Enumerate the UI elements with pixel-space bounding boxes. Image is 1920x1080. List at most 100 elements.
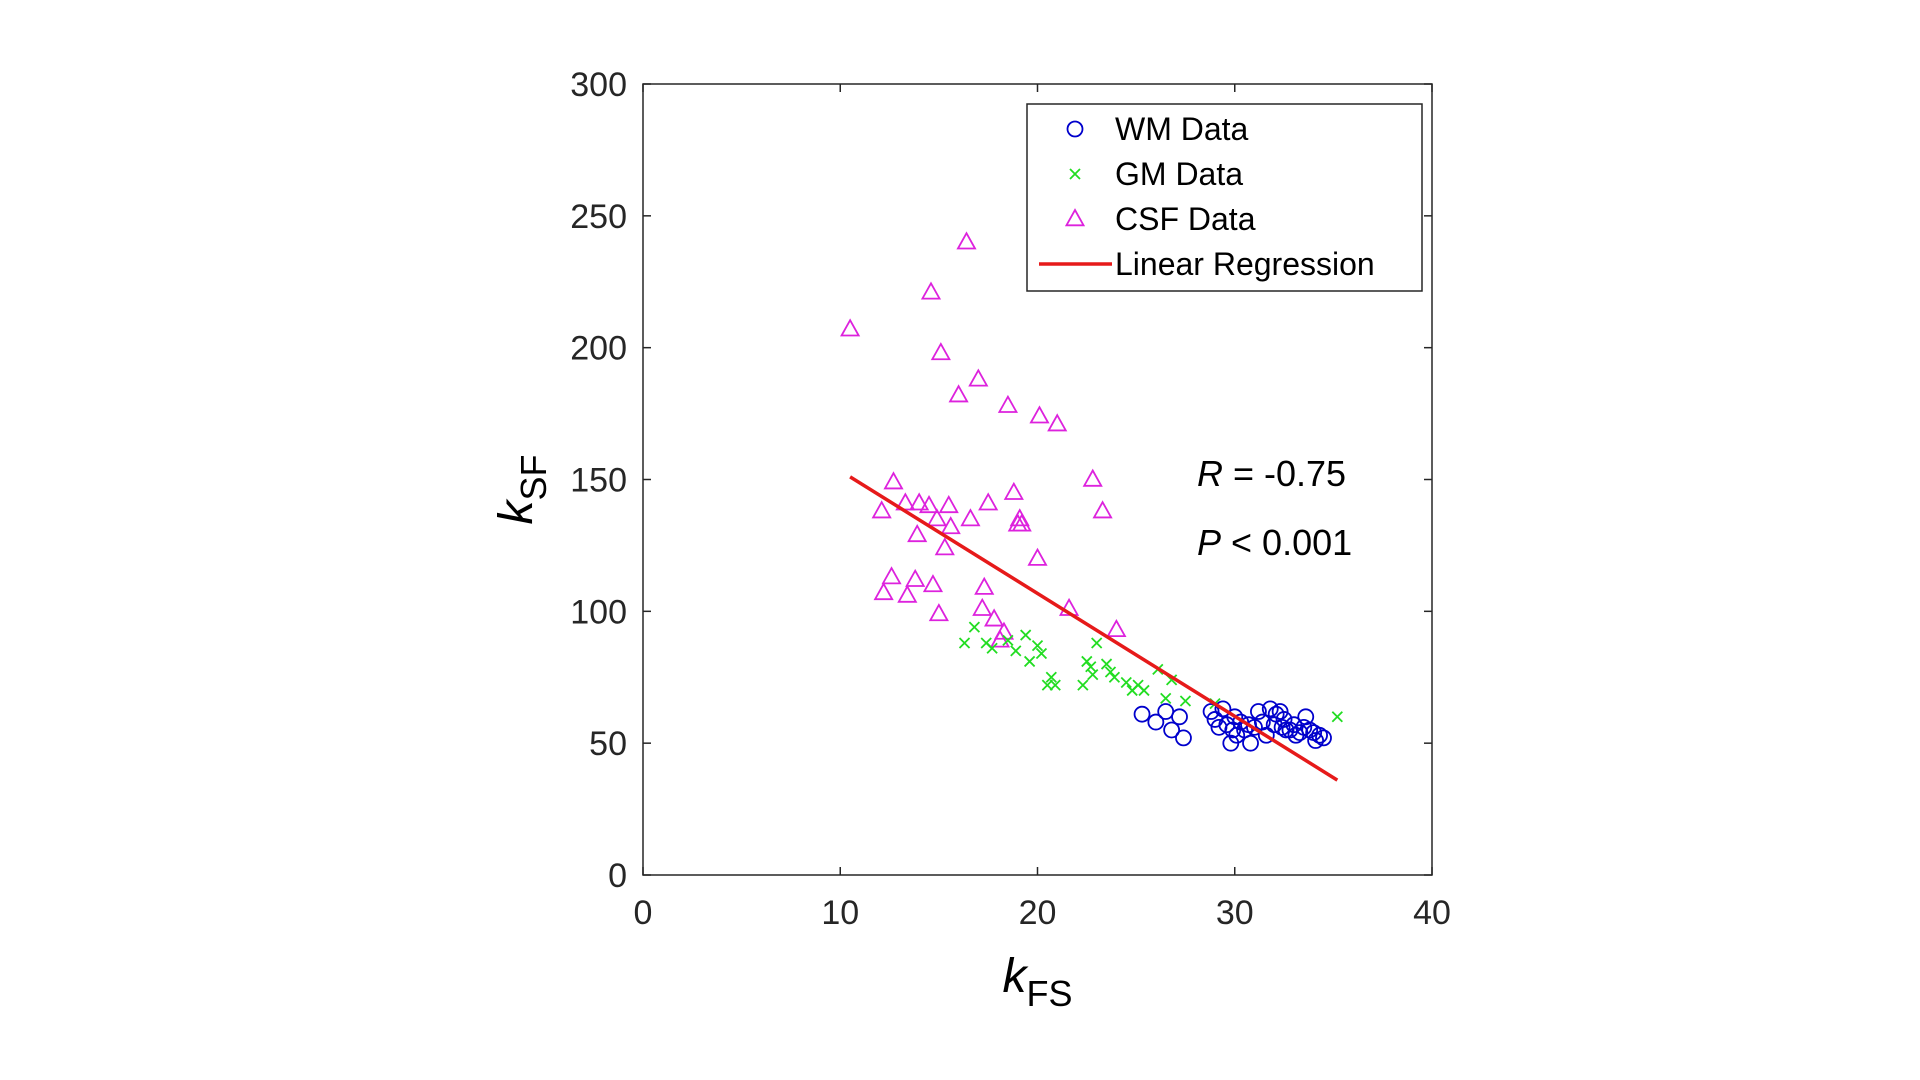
wm-data-point [1307,732,1325,749]
wm-data-point [1202,703,1220,720]
gm-data-point [1023,655,1036,668]
p-value-value: < 0.001 [1221,522,1352,563]
wm-data-point [1315,729,1332,747]
gm-data-point [1035,647,1048,660]
legend-marker-csf-data [1064,208,1086,227]
wm-data-point [1226,708,1244,726]
gm-data-point [1138,684,1150,697]
y-axis-label-main: k [490,498,543,525]
gm-data-point [1100,658,1113,670]
csf-data-point [984,608,1005,627]
y-axis-label: kSF [490,454,554,524]
y-tick-label: 150 [570,462,627,500]
legend-marker-gm-data [1069,168,1081,180]
csf-data-point [940,516,961,535]
gm-data-point [1104,666,1117,678]
plot-frame [642,83,1433,876]
p-value-symbol: P [1197,522,1221,563]
y-tick-label: 300 [570,66,627,104]
x-axis-label: kFS [1002,950,1072,1014]
legend: WM Data GM Data CSF Data Linear Regression [1026,103,1423,292]
gm-data-point [1049,679,1061,691]
csf-data-point [960,508,981,527]
csf-data-point [1106,618,1127,637]
x-tick-label: 30 [1216,894,1254,932]
csf-data-point [881,566,902,585]
csf-data-point [907,524,928,543]
y-tick-label: 0 [608,857,627,895]
y-axis-label-sub: SF [513,454,554,500]
csf-data-point [956,231,977,250]
csf-data-point [926,508,947,527]
annotations: R = -0.75 P < 0.001 [1197,453,1352,563]
csf-data-point [1003,481,1024,500]
gm-data-point [1081,655,1093,668]
p-value-annotation: P < 0.001 [1197,522,1352,563]
csf-data-point [930,342,951,361]
correlation-value: = -0.75 [1223,453,1346,494]
wm-data-point [1147,713,1165,731]
csf-data-point [871,500,892,519]
tick-labels: 0 10 20 30 40 0 50 100 150 200 250 300 [570,66,1451,932]
csf-data-point [1011,513,1032,532]
legend-box [1026,103,1423,292]
gm-data-point [1179,695,1192,707]
gm-data-point [1045,671,1057,683]
legend-items: WM Data GM Data CSF Data Linear Regression [1039,111,1375,282]
wm-data-point [1163,721,1181,739]
csf-data-point [948,384,969,403]
legend-label-gm-data: GM Data [1115,156,1243,192]
gm-data-point [1010,645,1022,657]
csf-data-point [968,368,989,387]
csf-data-point [974,576,995,595]
legend-marker-wm-data [1066,120,1084,138]
csf-data-point [905,568,926,587]
gm-data-point [958,637,971,649]
csf-data-point [1027,547,1048,566]
csf-data-point [1092,500,1113,519]
csf-data-point [840,318,861,337]
csf-data-point [1029,405,1050,424]
csf-data-point [873,582,894,601]
regression-line [849,475,1339,782]
gm-data-point [986,642,998,654]
y-tick-label: 100 [570,593,627,631]
csf-data-point [993,621,1015,640]
wm-data-point [1250,703,1267,720]
csf-data-point [897,584,918,603]
wm-data-point [1273,718,1291,736]
csf-data-point [922,574,944,593]
gm-data-point [1077,679,1089,691]
wm-data-point [1171,708,1188,726]
csf-data-point [938,495,959,514]
y-tick-label: 200 [570,330,627,368]
gm-data-point [968,621,981,633]
csf-data-point [918,495,940,514]
gm-data-point [1087,668,1099,681]
csf-data-point [997,394,1018,413]
gm-data-point [1091,637,1103,649]
legend-label-linear-regression: Linear Regression [1115,246,1375,282]
csf-data-point [920,281,942,300]
gm-data-point [1120,676,1132,689]
y-tick-label: 50 [589,725,627,763]
csf-data-point [978,492,999,511]
csf-data-point [972,597,993,616]
wm-data-point [1257,726,1275,744]
x-tick-label: 20 [1019,894,1057,932]
wm-data-point [1261,700,1279,718]
csf-data-point [1047,413,1068,432]
gm-data-point [1108,671,1121,683]
wm-data-point [1291,724,1309,742]
csf-data-point [909,492,930,511]
csf-data-point [883,471,904,490]
x-axis-label-main: k [1002,950,1029,1003]
gm-data-point [1331,711,1343,723]
x-tick-label: 40 [1413,894,1451,932]
gm-data-point [1160,692,1172,704]
wm-data-point [1311,726,1328,744]
x-tick-label: 10 [821,894,859,932]
correlation-annotation: R = -0.75 [1197,453,1346,494]
